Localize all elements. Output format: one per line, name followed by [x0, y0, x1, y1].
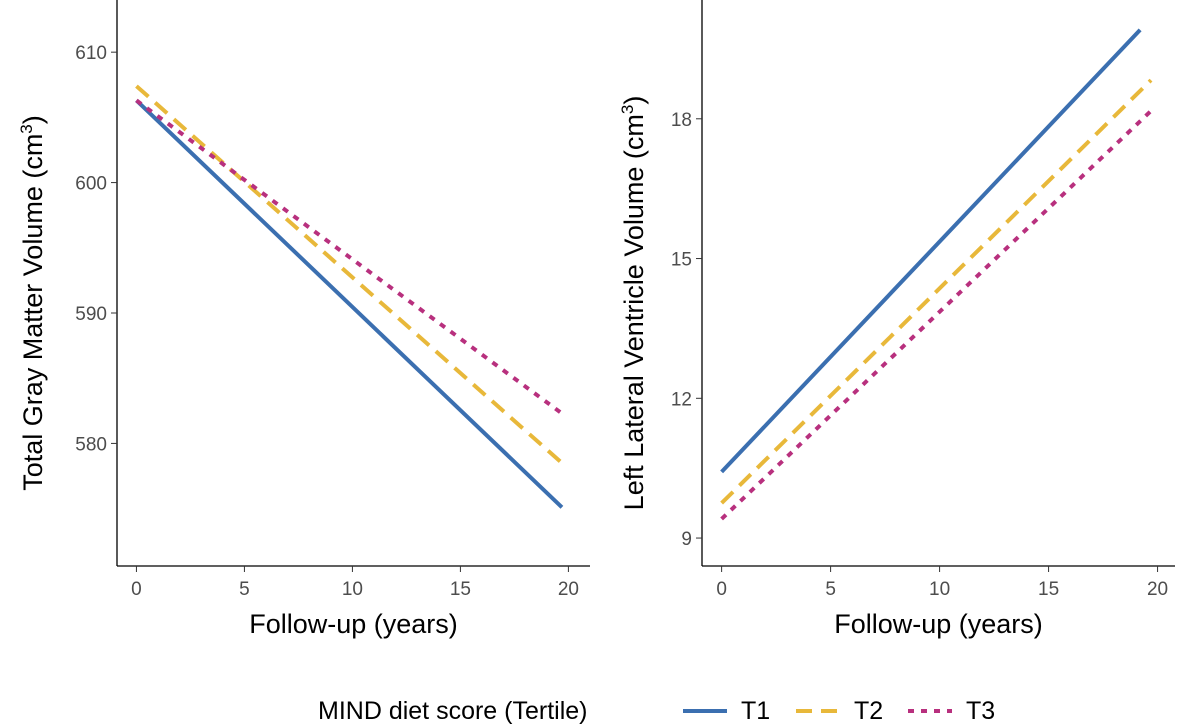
x-tick-label: 0 — [716, 579, 727, 600]
x-tick-label: 10 — [929, 579, 950, 600]
series-line-t2 — [135, 84, 564, 465]
x-tick-label: 5 — [239, 579, 250, 600]
legend: MIND diet score (Tertile) T1 T2 T3 — [318, 697, 995, 725]
x-tick-label: 20 — [558, 579, 579, 600]
y-tick-label: 9 — [681, 529, 692, 550]
y-tick-label: 610 — [75, 43, 107, 64]
y-tick-label: 18 — [671, 110, 692, 131]
y-axis-title: Left Lateral Ventricle Volume (cm3) — [618, 96, 649, 511]
y-tick-label: 12 — [671, 389, 692, 410]
series-line-t1 — [720, 28, 1142, 474]
x-tick-label: 0 — [131, 579, 142, 600]
legend-label: T2 — [854, 697, 883, 725]
series-line-t3 — [135, 98, 564, 416]
legend-label: T3 — [966, 697, 995, 725]
x-tick-label: 15 — [450, 579, 471, 600]
x-axis-title: Follow-up (years) — [834, 609, 1043, 639]
y-axis-title: Total Gray Matter Volume (cm3) — [17, 115, 48, 491]
gray-matter-panel: 0 5 10 15 20 580 590 600 610 Follow-up (years) Tot… — [17, 0, 590, 639]
series-line-t2 — [720, 78, 1153, 505]
y-tick-label: 600 — [75, 174, 107, 195]
series-line-t1 — [135, 98, 564, 509]
legend-title: MIND diet score (Tertile) — [318, 697, 588, 725]
legend-label: T1 — [741, 697, 770, 725]
y-tick-label: 15 — [671, 250, 692, 271]
x-axis-title: Follow-up (years) — [249, 609, 458, 639]
ventricle-panel: 0 5 10 15 20 9 12 15 18 Follow-up (years) Left Lat… — [618, 0, 1175, 639]
y-tick-label: 580 — [75, 434, 107, 455]
series-line-t3 — [720, 109, 1153, 521]
x-tick-label: 10 — [342, 579, 363, 600]
x-tick-label: 5 — [825, 579, 836, 600]
y-tick-label: 590 — [75, 304, 107, 325]
x-tick-label: 15 — [1038, 579, 1059, 600]
x-tick-label: 20 — [1147, 579, 1168, 600]
